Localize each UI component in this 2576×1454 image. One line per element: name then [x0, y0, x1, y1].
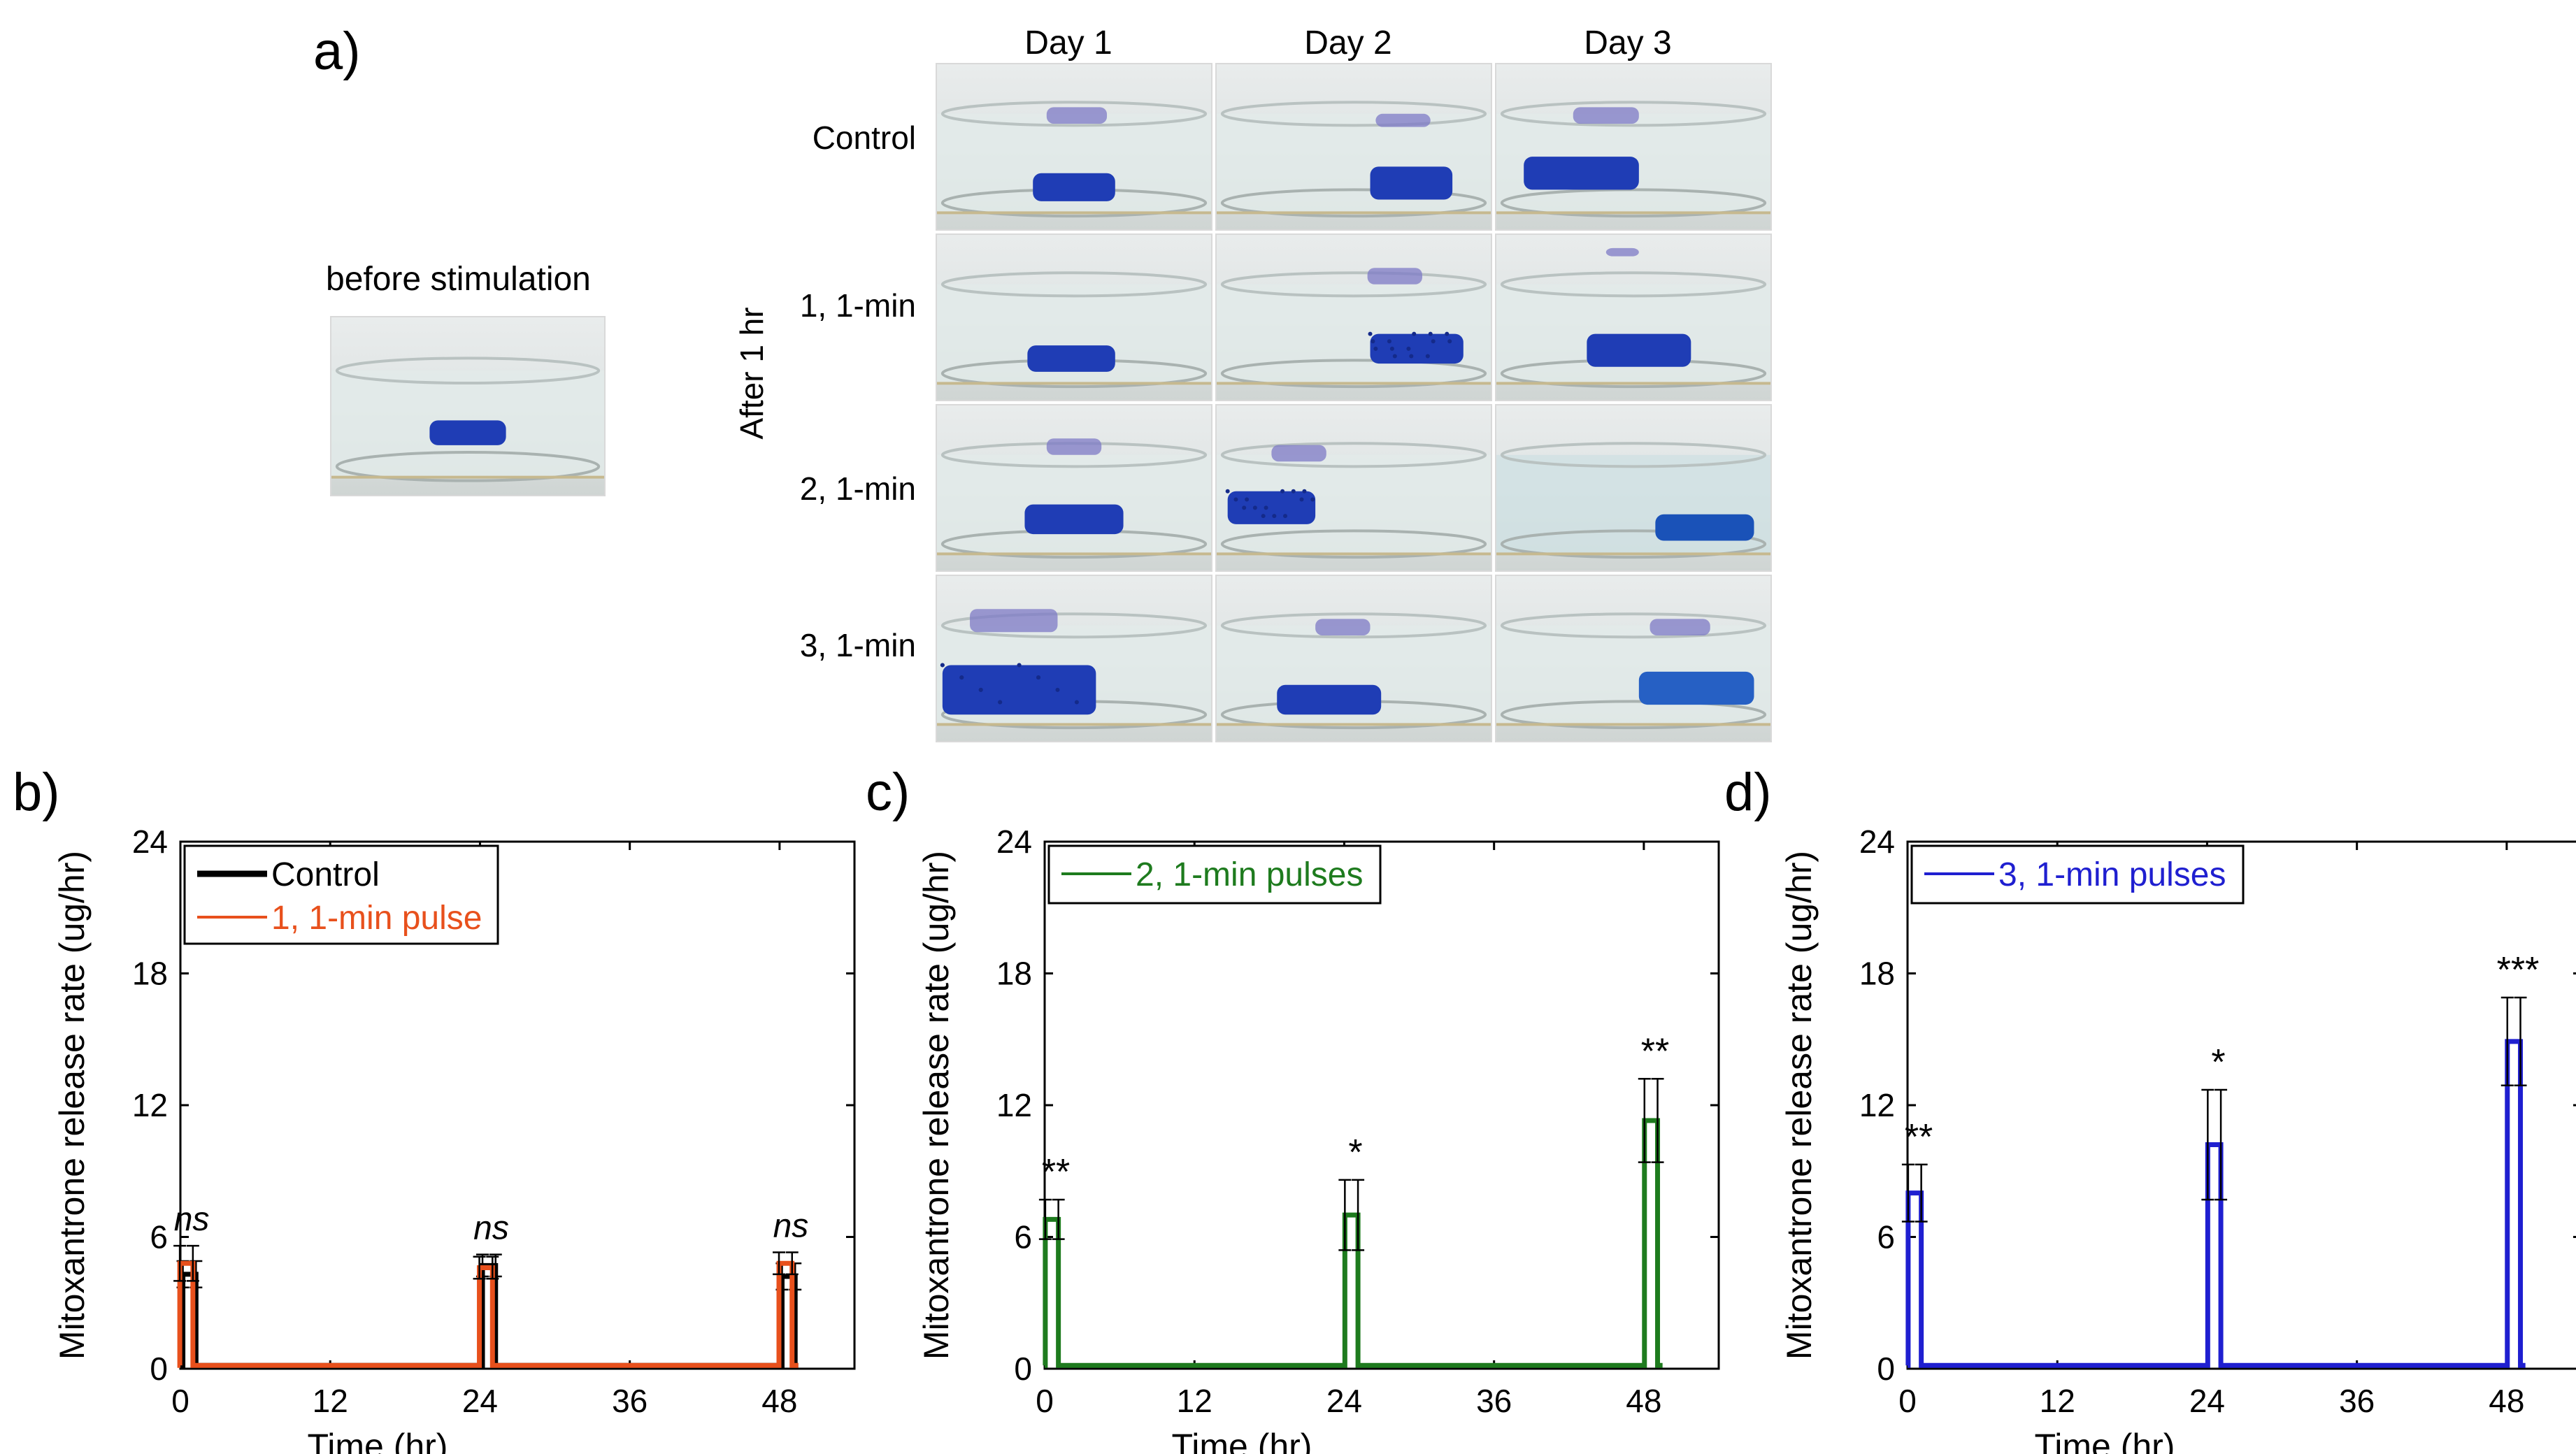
photo-3-pulses-day-1	[936, 575, 1212, 742]
chart-d-ytick-label: 24	[1859, 823, 1895, 860]
chart-d-ytick-label: 18	[1859, 956, 1895, 992]
chart-d-legend-label: 3, 1-min pulses	[1998, 856, 2226, 893]
photo-1-pulse-day-2	[1215, 233, 1492, 401]
chart-b-legend-label: 1, 1-min pulse	[271, 900, 482, 937]
chart-c-significance-label: **	[1042, 1152, 1070, 1193]
photo-3-pulses-day-2	[1215, 575, 1492, 742]
day-header-3: Day 3	[1584, 24, 1672, 62]
chart-d-ytick-label: 12	[1859, 1087, 1895, 1123]
chart-b-ytick-label: 24	[132, 823, 168, 860]
chart-b-significance-label: ns	[174, 1201, 210, 1238]
chart-b-ytick-label: 12	[132, 1087, 168, 1123]
chart-b-significance-label: ns	[473, 1210, 509, 1247]
photo-3-pulses-day-3	[1495, 575, 1772, 742]
photo-2-pulses-day-2	[1215, 404, 1492, 572]
chart-d-xtick-label: 12	[2040, 1383, 2075, 1419]
chart-b-xlabel: Time (hr)	[308, 1427, 448, 1454]
chart-d-xtick-label: 36	[2339, 1383, 2375, 1419]
chart-c-ytick-label: 6	[1014, 1219, 1032, 1255]
chart-d-xtick-label: 24	[2189, 1383, 2225, 1419]
chart-d: 0 6 12 18 24 0 12 24 36 48 Time (hr) Mitoxantrone r…	[1780, 823, 2576, 1454]
day-header-2: Day 2	[1304, 24, 1392, 62]
panel-d-letter: d)	[1724, 763, 1772, 822]
chart-b-xtick-label: 36	[612, 1383, 647, 1419]
chart-d-xtick-label: 0	[1898, 1383, 1917, 1419]
panel-a-letter: a)	[313, 22, 361, 81]
photo-control-day-2	[1215, 63, 1492, 231]
chart-c-xtick-label: 36	[1476, 1383, 1512, 1419]
chart-c-ylabel: Mitoxantrone release rate (ug/hr)	[917, 851, 956, 1360]
chart-b-ylabel: Mitoxantrone release rate (ug/hr)	[52, 851, 92, 1360]
chart-c-plot-frame	[1043, 840, 1720, 1370]
chart-b-xtick-label: 12	[313, 1383, 348, 1419]
chart-c-ytick-label: 12	[996, 1087, 1032, 1123]
row-label-1-pulse: 1, 1-min	[799, 287, 916, 324]
row-label-2-pulses: 2, 1-min	[799, 470, 916, 507]
chart-d-series-line	[1905, 1039, 2526, 1368]
chart-c-xtick-label: 24	[1326, 1383, 1362, 1419]
photo-control-day-1	[936, 63, 1212, 231]
chart-d-significance-label: ***	[2497, 950, 2540, 991]
chart-c-ytick-label: 24	[996, 823, 1032, 860]
chart-b-series-line	[177, 1260, 799, 1368]
chart-d-ytick-label: 0	[1877, 1351, 1895, 1387]
chart-c-xlabel: Time (hr)	[1172, 1427, 1312, 1454]
photo-2-pulses-day-1	[936, 404, 1212, 572]
chart-b-xtick-label: 0	[171, 1383, 189, 1419]
chart-d-xlabel: Time (hr)	[2035, 1427, 2175, 1454]
row-label-control: Control	[812, 120, 916, 156]
day-header-1: Day 1	[1024, 24, 1112, 62]
panel-c-letter: c)	[866, 763, 910, 822]
photo-2-pulses-day-3	[1495, 404, 1772, 572]
chart-b-ytick-label: 0	[150, 1351, 168, 1387]
chart-b-xtick-label: 48	[761, 1383, 797, 1419]
photo-1-pulse-day-1	[936, 233, 1212, 401]
chart-c: 0 6 12 18 24 0 12 24 36 48 Time (hr) Mitoxantrone r…	[917, 823, 1720, 1454]
chart-b: 0 6 12 18 24 0 12 24 36 48 Time (hr) Mitoxantrone r…	[52, 823, 856, 1454]
panel-b-letter: b)	[13, 763, 60, 822]
chart-d-plot-frame	[1906, 840, 2576, 1370]
chart-c-ytick-label: 18	[996, 956, 1032, 992]
chart-c-xtick-label: 48	[1626, 1383, 1661, 1419]
chart-d-significance-label: *	[2211, 1042, 2225, 1083]
chart-b-legend	[183, 844, 499, 945]
chart-b-ytick-label: 18	[132, 956, 168, 992]
chart-d-ytick-label: 6	[1877, 1219, 1895, 1255]
chart-b-xtick-label: 24	[462, 1383, 498, 1419]
photo-before-stimulation	[330, 316, 606, 496]
before-stimulation-label: before stimulation	[326, 261, 591, 298]
chart-d-ylabel: Mitoxantrone release rate (ug/hr)	[1780, 851, 1819, 1360]
photo-control-day-3	[1495, 63, 1772, 231]
row-label-3-pulses: 3, 1-min	[799, 627, 916, 663]
chart-c-series-line	[1043, 1118, 1663, 1368]
chart-c-xtick-label: 0	[1036, 1383, 1054, 1419]
chart-c-xtick-label: 12	[1177, 1383, 1212, 1419]
chart-d-xtick-label: 48	[2489, 1383, 2524, 1419]
chart-b-ytick-label: 6	[150, 1219, 168, 1255]
chart-c-significance-label: *	[1348, 1132, 1362, 1173]
chart-c-legend-label: 2, 1-min pulses	[1136, 856, 1363, 893]
chart-b-legend-label: Control	[271, 856, 380, 893]
chart-b-significance-label: ns	[773, 1207, 809, 1244]
photo-1-pulse-day-3	[1495, 233, 1772, 401]
chart-d-significance-label: **	[1905, 1117, 1933, 1158]
chart-c-significance-label: **	[1641, 1031, 1669, 1072]
after-1hr-label: After 1 hr	[734, 307, 770, 440]
chart-c-ytick-label: 0	[1014, 1351, 1032, 1387]
